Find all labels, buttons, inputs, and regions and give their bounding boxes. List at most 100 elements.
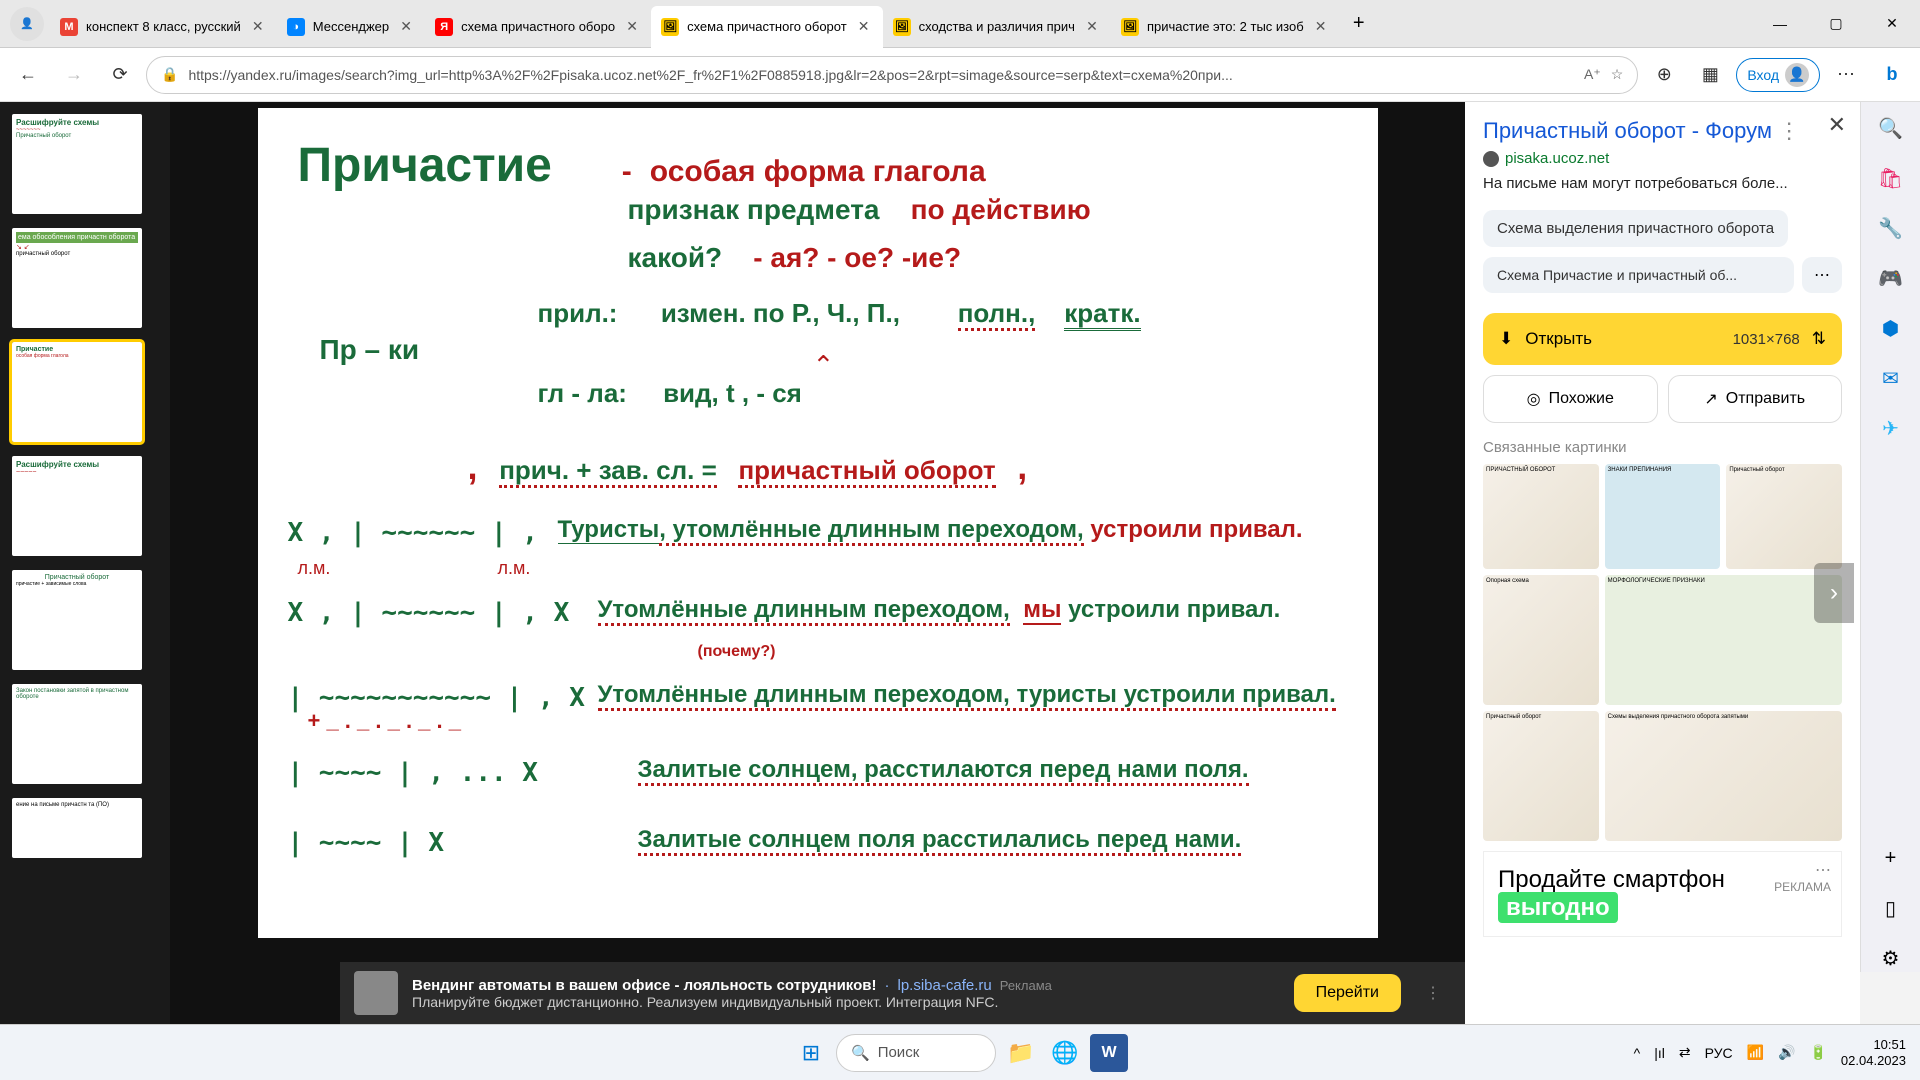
wifi-icon[interactable]: 📶 [1747,1044,1764,1061]
new-tab-button[interactable]: + [1344,9,1374,39]
thumbnail[interactable]: Расшифруйте схемы~~~~~~~Причастный оборо… [12,114,142,214]
login-button[interactable]: Вход 👤 [1736,58,1820,92]
related-image[interactable]: ЗНАКИ ПРЕПИНАНИЯ [1605,464,1721,569]
browser-tab[interactable]: ◑ Мессенджер ✕ [277,6,425,48]
lens-icon: ◎ [1527,389,1541,409]
schema-5: | ~~~~ | X [288,828,445,858]
sidebar-search-icon[interactable]: 🔍 [1877,114,1905,142]
taskbar-search[interactable]: 🔍 Поиск [836,1034,996,1072]
sidebar-settings-icon[interactable]: ⚙ [1877,944,1905,972]
related-image[interactable]: Причастный оборот [1726,464,1842,569]
battery-icon[interactable]: 🔋 [1809,1044,1826,1061]
thumbnail[interactable]: Причастный оборотпричастие + зависимые с… [12,570,142,670]
word-icon[interactable]: W [1090,1034,1128,1072]
tab-title: схема причастного оборот [687,19,847,34]
edge-icon[interactable]: 🌐 [1046,1034,1084,1072]
sidebar-games-icon[interactable]: 🎮 [1877,264,1905,292]
minimize-button[interactable]: — [1752,0,1808,48]
download-icon: ⬇ [1499,329,1513,349]
clock[interactable]: 10:51 02.04.2023 [1841,1037,1906,1068]
chip-more-button[interactable]: ⋯ [1802,257,1842,293]
tab-close-button[interactable]: ✕ [855,18,873,36]
tab-favicon: Я [435,18,453,36]
browser-tab[interactable]: M конспект 8 класс, русский ✕ [50,6,277,48]
schema-2: X , | ~~~~~~ | , X [288,598,570,628]
sidebar-add-icon[interactable]: + [1877,844,1905,872]
extensions-icon[interactable]: ▦ [1690,55,1730,95]
menu-button[interactable]: ⋯ [1826,55,1866,95]
refresh-button[interactable]: ⟳ [100,55,140,95]
bing-button[interactable]: b [1872,55,1912,95]
tab-close-button[interactable]: ✕ [397,18,415,36]
sidebar-hide-icon[interactable]: ▯ [1877,894,1905,922]
ad-go-button[interactable]: Перейти [1294,974,1401,1012]
thumbnail[interactable]: Закон постановки запятой в причастном об… [12,684,142,784]
browser-tab[interactable]: Я схема причастного оборо ✕ [425,6,651,48]
maximize-button[interactable]: ▢ [1808,0,1864,48]
next-image-button[interactable]: › [1814,563,1854,623]
search-icon: 🔍 [851,1044,870,1062]
url-input[interactable]: 🔒 https://yandex.ru/images/search?img_ur… [146,56,1638,94]
panel-title[interactable]: Причастный оборот - Форум ⋮ [1483,118,1842,144]
favorite-icon[interactable]: ☆ [1611,66,1624,83]
ad-thumbnail [354,971,398,1015]
tab-close-button[interactable]: ✕ [1083,18,1101,36]
sidebar-telegram-icon[interactable]: ✈ [1877,414,1905,442]
sidebar-tools-icon[interactable]: 🔧 [1877,214,1905,242]
slide-content: Причастие - особая форма глагола признак… [258,108,1378,938]
open-button[interactable]: ⬇ Открыть 1031×768 ⇅ [1483,313,1842,365]
thumbnail[interactable]: ема обособления причастн оборота↘ ↙прича… [12,228,142,328]
related-images-grid: ПРИЧАСТНЫЙ ОБОРОТ ЗНАКИ ПРЕПИНАНИЯ Прича… [1483,464,1842,841]
sidebar-outlook-icon[interactable]: ✉ [1877,364,1905,392]
send-button[interactable]: ↗Отправить [1668,375,1843,423]
thumbnail-active[interactable]: Причастиеособая форма глагола [12,342,142,442]
start-button[interactable]: ⊞ [792,1034,830,1072]
sidebar-office-icon[interactable]: ⬢ [1877,314,1905,342]
close-panel-button[interactable]: ✕ [1828,112,1846,138]
forward-button[interactable]: → [54,55,94,95]
tray-chevron-icon[interactable]: ^ [1634,1045,1641,1061]
main-image-area: Причастие - особая форма глагола признак… [170,102,1465,1024]
profile-icon[interactable]: 👤 [10,7,44,41]
close-window-button[interactable]: ✕ [1864,0,1920,48]
language-indicator[interactable]: РУС [1705,1045,1733,1061]
thumbnail[interactable]: Расшифруйте схемы~~~~~ [12,456,142,556]
tab-favicon: 🖼 [1121,18,1139,36]
windows-taskbar: ⊞ 🔍 Поиск 📁 🌐 W ^ |ıl ⇄ РУС 📶 🔊 🔋 10:51 … [0,1024,1920,1080]
reader-icon[interactable]: A⁺ [1584,66,1601,83]
tray-icon[interactable]: ⇄ [1679,1044,1691,1061]
sidebar-shopping-icon[interactable]: 🛍 [1877,164,1905,192]
related-image[interactable]: Схемы выделения причастного оборота запя… [1605,711,1842,841]
ad-menu-button[interactable]: ⋮ [1415,983,1451,1003]
bottom-ad-bar: Вендинг автоматы в вашем офисе - лояльно… [340,962,1465,1024]
tab-title: сходства и различия прич [919,19,1075,34]
tab-close-button[interactable]: ✕ [1312,18,1330,36]
tray-icon[interactable]: |ıl [1654,1045,1665,1061]
related-image[interactable]: МОРФОЛОГИЧЕСКИЕ ПРИЗНАКИ [1605,575,1842,705]
similar-button[interactable]: ◎Похожие [1483,375,1658,423]
tag-chip[interactable]: Схема Причастие и причастный об... [1483,257,1794,293]
volume-icon[interactable]: 🔊 [1778,1044,1795,1061]
slide-def1: особая форма глагола [650,155,986,189]
tab-title: схема причастного оборо [461,19,615,34]
browser-tab[interactable]: 🖼 схема причастного оборот ✕ [651,6,883,48]
tab-close-button[interactable]: ✕ [249,18,267,36]
slide-title: Причастие [298,138,552,193]
back-button[interactable]: ← [8,55,48,95]
browser-tab[interactable]: 🖼 причастие это: 2 тыс изоб ✕ [1111,6,1340,48]
related-image[interactable]: Опорная схема [1483,575,1599,705]
related-image[interactable]: Причастный оборот [1483,711,1599,841]
collections-icon[interactable]: ⊕ [1644,55,1684,95]
tab-close-button[interactable]: ✕ [623,18,641,36]
related-image[interactable]: ПРИЧАСТНЫЙ ОБОРОТ [1483,464,1599,569]
share-icon: ↗ [1704,389,1717,409]
thumbnail[interactable]: ение на письме причастн та (ПО) [12,798,142,858]
tag-chip[interactable]: Схема выделения причастного оборота [1483,210,1788,247]
side-ad[interactable]: ⋯ РЕКЛАМА Продайте смартфон выгодно [1483,851,1842,937]
thumbnail-strip[interactable]: Расшифруйте схемы~~~~~~~Причастный оборо… [0,102,170,1024]
panel-source[interactable]: pisaka.ucoz.net [1483,150,1842,167]
explorer-icon[interactable]: 📁 [1002,1034,1040,1072]
ad-menu-icon[interactable]: ⋯ [1815,860,1831,880]
edge-sidebar: 🔍 🛍 🔧 🎮 ⬢ ✉ ✈ + ▯ ⚙ [1860,102,1920,972]
browser-tab[interactable]: 🖼 сходства и различия прич ✕ [883,6,1111,48]
